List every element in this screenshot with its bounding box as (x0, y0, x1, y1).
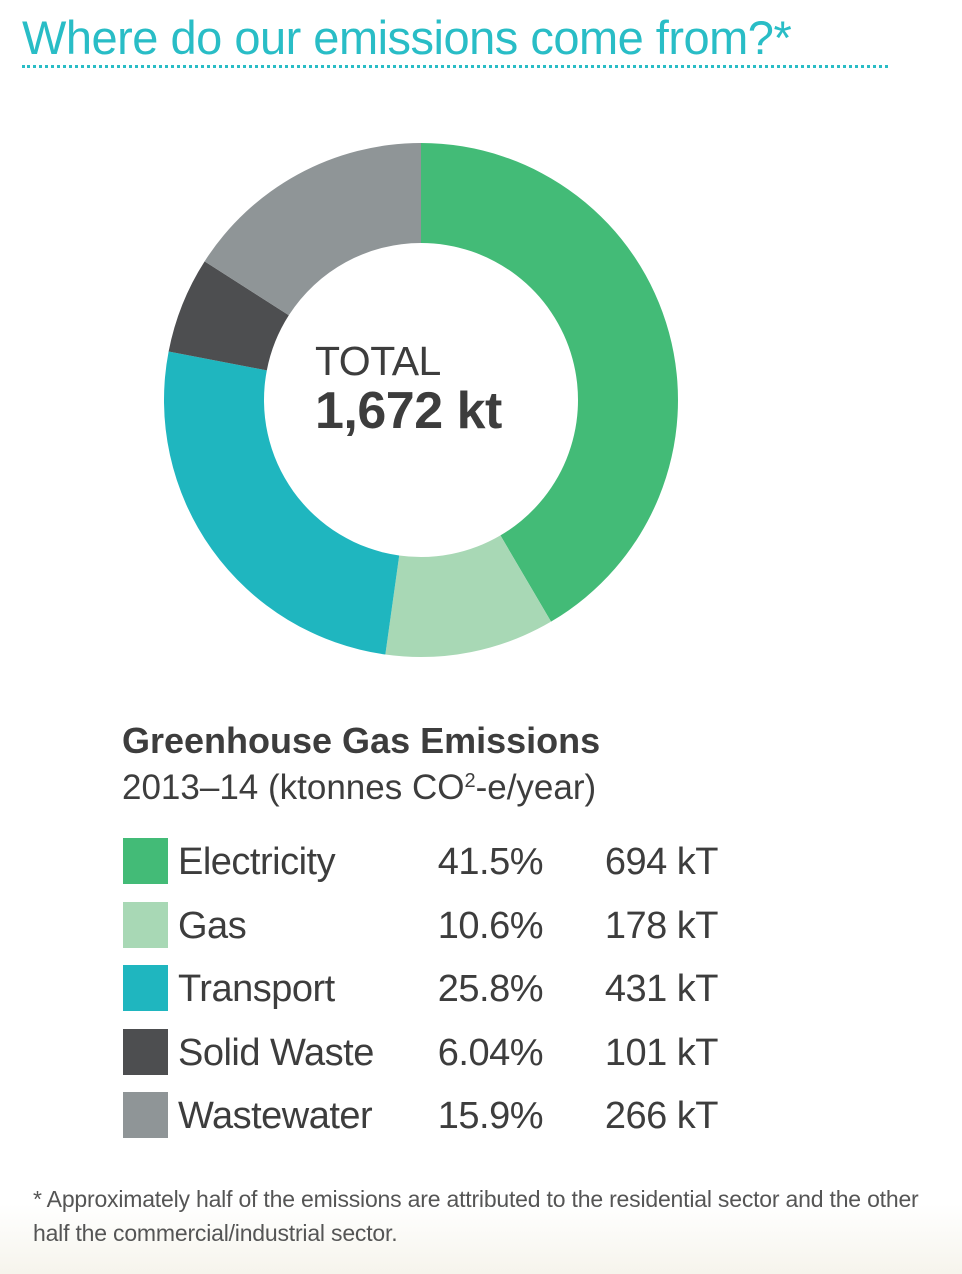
donut-slice-electricity (421, 143, 678, 622)
legend-percent-electricity: 41.5% (437, 841, 544, 883)
legend-percent-transport: 25.8% (437, 968, 544, 1010)
legend-label-wastewater: Wastewater (178, 1095, 373, 1137)
legend-percent-wastewater: 15.9% (437, 1095, 544, 1137)
donut-slice-wastewater (204, 143, 421, 316)
legend-row-electricity: Electricity 41.5% 694 kT (0, 838, 760, 886)
page-bottom-fade (0, 1204, 962, 1274)
donut-slice-transport (163, 351, 400, 655)
legend-value-gas: 178 kT (604, 905, 719, 947)
legend-label-gas: Gas (178, 905, 247, 947)
legend-subtitle: 2013–14 (ktonnes CO2-e/year) (122, 766, 596, 810)
legend-percent-solid-waste: 6.04% (437, 1032, 544, 1074)
legend-swatch-wastewater (123, 1092, 168, 1138)
donut-slice-solid-waste (168, 261, 289, 371)
legend-row-gas: Gas 10.6% 178 kT (0, 902, 760, 950)
legend-subtitle-prefix: 2013–14 (ktonnes CO (122, 768, 465, 807)
legend-swatch-electricity (123, 838, 168, 884)
legend-value-electricity: 694 kT (604, 841, 719, 883)
legend-value-solid-waste: 101 kT (604, 1032, 719, 1074)
legend-subtitle-superscript: 2 (464, 770, 476, 792)
legend-title: Greenhouse Gas Emissions (122, 720, 601, 761)
legend-row-wastewater: Wastewater 15.9% 266 kT (0, 1092, 760, 1140)
donut-center-label: TOTAL (315, 338, 441, 384)
legend-row-solid-waste: Solid Waste 6.04% 101 kT (0, 1029, 760, 1077)
donut-slice-gas (385, 535, 552, 657)
footnote: * Approximately half of the emissions ar… (33, 1186, 919, 1246)
legend-label-transport: Transport (178, 968, 335, 1010)
legend-label-electricity: Electricity (178, 841, 336, 883)
legend-swatch-gas (123, 902, 168, 948)
legend-percent-gas: 10.6% (437, 905, 544, 947)
legend-value-wastewater: 266 kT (604, 1095, 719, 1137)
legend-label-solid-waste: Solid Waste (178, 1032, 374, 1074)
legend-swatch-transport (123, 965, 168, 1011)
legend-swatch-solid-waste (123, 1029, 168, 1075)
title-dotted-underline (22, 65, 888, 68)
page-title: Where do our emissions come from?* (22, 11, 792, 64)
donut-center-total: 1,672 kt (315, 382, 502, 440)
legend-subtitle-suffix: -e/year) (475, 768, 597, 807)
donut-chart (163, 143, 678, 657)
legend-row-transport: Transport 25.8% 431 kT (0, 965, 760, 1013)
legend-value-transport: 431 kT (604, 968, 719, 1010)
